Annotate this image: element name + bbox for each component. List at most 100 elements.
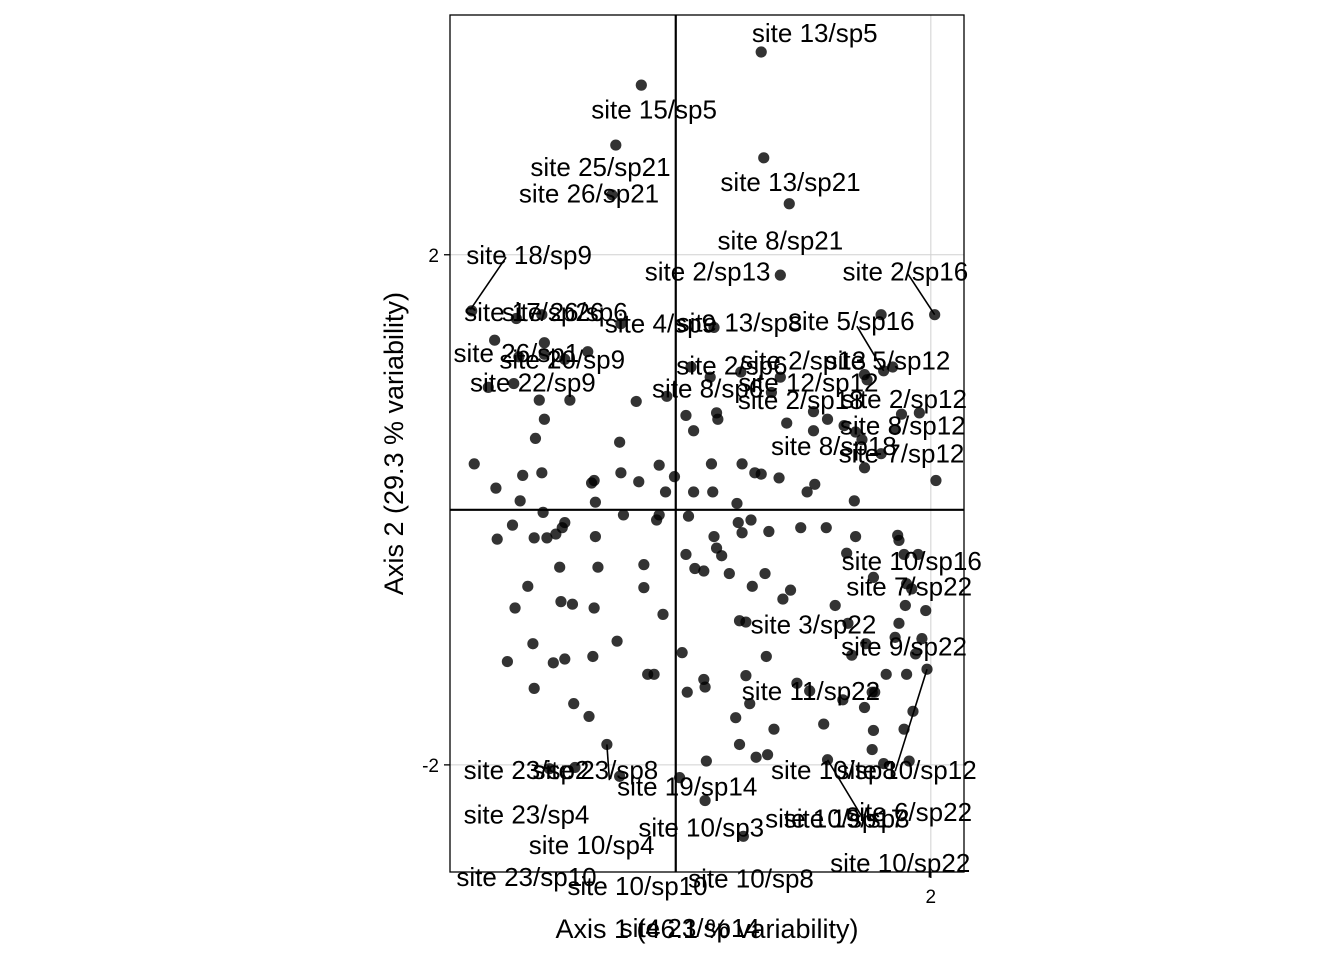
data-point	[630, 395, 642, 408]
data-point	[820, 522, 832, 534]
data-point	[712, 413, 724, 425]
point-label: site 15/sp5	[591, 94, 717, 124]
point-label: site 11/sp22	[742, 676, 880, 706]
data-point	[898, 548, 910, 561]
data-point	[760, 650, 772, 663]
data-point	[517, 469, 529, 481]
point-label: site 26/sp1	[453, 338, 579, 368]
data-point	[509, 602, 521, 614]
data-point	[858, 701, 871, 714]
point-label: site 10/sp17	[765, 803, 905, 833]
data-point	[921, 663, 933, 675]
y-tick-label: 2	[428, 246, 439, 267]
data-point	[543, 763, 556, 775]
data-point	[583, 710, 595, 723]
data-point	[901, 668, 913, 680]
data-point	[708, 530, 720, 543]
data-point	[592, 561, 604, 573]
data-point	[804, 685, 816, 697]
data-point	[615, 318, 627, 330]
data-point	[568, 698, 580, 710]
data-point	[681, 686, 693, 698]
data-point	[912, 548, 924, 561]
data-point	[736, 527, 748, 539]
data-point	[668, 471, 681, 483]
data-point	[920, 604, 932, 617]
point-label: site 19/sp14	[617, 772, 757, 802]
data-point	[538, 413, 550, 425]
data-point	[737, 830, 749, 842]
data-point	[617, 509, 630, 521]
point-label: site 2/sp12	[841, 384, 967, 414]
data-point	[759, 567, 771, 580]
data-point	[537, 506, 549, 518]
data-point	[482, 381, 494, 393]
data-point	[659, 486, 672, 498]
point-label: site 12/sp12	[738, 367, 878, 397]
data-point	[773, 472, 785, 484]
data-point	[736, 458, 748, 470]
data-point	[555, 596, 567, 608]
data-point	[856, 434, 868, 446]
data-point	[849, 530, 862, 543]
data-point	[849, 426, 862, 438]
data-point	[559, 353, 571, 365]
data-point	[903, 755, 915, 767]
data-point	[838, 420, 850, 432]
plot-panel-border	[449, 14, 965, 873]
point-label: site 26/sp6	[502, 297, 628, 327]
data-point	[673, 772, 686, 784]
data-point	[889, 423, 901, 436]
data-point	[529, 432, 542, 444]
data-point	[878, 365, 890, 377]
data-point	[513, 351, 525, 363]
data-point	[676, 647, 688, 659]
data-point	[818, 718, 830, 730]
data-point	[750, 751, 762, 763]
data-point	[559, 653, 571, 665]
data-point	[688, 425, 700, 437]
point-label: site 10/sp10	[567, 871, 707, 901]
data-point	[615, 467, 627, 479]
data-point	[893, 534, 905, 547]
point-label: site 7/sp22	[846, 571, 972, 601]
data-point	[858, 462, 871, 474]
data-point	[611, 635, 623, 647]
data-point	[491, 533, 503, 545]
data-point	[758, 152, 770, 164]
data-point	[795, 522, 807, 534]
data-point	[536, 467, 548, 479]
label-leader-line	[907, 273, 936, 316]
data-point	[468, 458, 480, 470]
data-point	[606, 189, 618, 201]
data-point	[680, 409, 692, 422]
data-point	[765, 386, 778, 399]
label-leader-line	[606, 744, 611, 781]
point-label: site 8/sp18	[771, 431, 897, 461]
data-point	[735, 366, 747, 378]
data-point	[699, 681, 711, 693]
point-label: site 26/sp21	[519, 179, 659, 209]
data-point	[554, 561, 566, 573]
data-point	[610, 139, 622, 151]
label-leader-line	[894, 668, 928, 772]
data-point	[745, 514, 757, 526]
data-point	[638, 582, 650, 594]
data-point	[700, 755, 712, 767]
data-point	[784, 584, 797, 596]
point-label: site 8/sp12	[840, 411, 966, 441]
data-point	[807, 406, 820, 418]
data-point	[601, 738, 613, 751]
data-point	[585, 477, 598, 489]
point-label: site 4/sp9	[605, 309, 716, 339]
point-label: site 9/sp22	[841, 631, 967, 661]
x-axis-title: Axis 1 (46.1 % variability)	[555, 914, 858, 944]
data-point	[913, 407, 925, 419]
data-point	[848, 495, 860, 507]
point-label: site 13/sp21	[720, 167, 860, 197]
data-point	[541, 532, 553, 544]
data-point	[707, 486, 719, 498]
data-point	[774, 269, 786, 281]
data-point	[869, 686, 881, 698]
data-point	[716, 550, 728, 562]
